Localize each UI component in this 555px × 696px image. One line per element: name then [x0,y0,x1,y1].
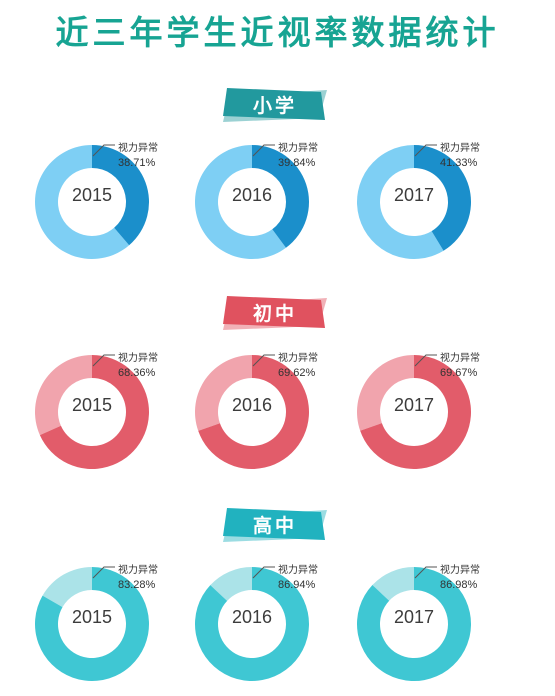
donut-slice-abnormal [252,145,309,248]
page-title: 近三年学生近视率数据统计 [55,13,500,52]
donut-slice-abnormal [195,567,309,681]
donut-slice-remainder [357,145,444,259]
donut-chart: 2016 [195,145,309,259]
donut-slice-abnormal [92,145,149,246]
section-title: 高中 [252,515,297,537]
donut-slice-remainder [210,567,252,601]
donut-slice-abnormal [35,567,149,681]
value-label-caption: 视力异常 [440,143,480,154]
leader-line [252,144,275,157]
section-banner: 小学 [223,88,327,124]
donut-slice-abnormal [198,355,309,469]
donut-chart: 2017 [357,355,471,469]
value-label: 视力异常 39.84% [278,142,318,170]
value-label-percent: 41.33% [440,157,478,169]
leader-line [414,354,437,367]
value-label-percent: 39.84% [278,157,316,169]
donut-slice-abnormal [360,355,471,469]
donut-year-label: 2017 [393,185,435,205]
value-label-percent: 68.36% [118,367,156,379]
donut-chart: 2016 [195,567,309,681]
value-label-caption: 视力异常 [440,565,480,576]
donut-slice-remainder [35,355,92,436]
value-label: 视力异常 41.33% [440,142,480,170]
donut-year-label: 2017 [393,607,435,627]
value-label-caption: 视力异常 [278,353,318,364]
value-label: 视力异常 83.28% [118,564,158,592]
donut-year-label: 2015 [71,607,113,627]
value-label-percent: 83.28% [118,579,156,591]
donut-slice-remainder [42,567,92,608]
donut-chart: 2017 [357,145,471,259]
value-label-percent: 69.62% [278,367,316,379]
donut-chart: 2017 [357,567,471,681]
leader-line [92,354,115,367]
donut-slice-remainder [35,145,130,259]
donut-slice-remainder [372,567,414,601]
banner-shape [223,296,325,328]
section-banner: 高中 [223,508,327,544]
donut-chart: 2015 [35,567,149,681]
value-label-caption: 视力异常 [278,565,318,576]
donut-chart: 2015 [35,355,149,469]
donut-year-label: 2016 [231,607,273,627]
leader-line [414,144,437,157]
leader-line [414,566,437,579]
value-label-caption: 视力异常 [118,143,158,154]
value-label-percent: 86.94% [278,579,316,591]
donut-year-label: 2015 [71,395,113,415]
donut-slice-remainder [357,355,414,431]
value-label: 视力异常 86.98% [440,564,480,592]
leader-line [92,566,115,579]
donut-year-label: 2016 [231,395,273,415]
value-label-percent: 86.98% [440,579,478,591]
value-label: 视力异常 86.94% [278,564,318,592]
donut-slice-remainder [195,145,286,259]
donut-year-label: 2016 [231,185,273,205]
leader-line [252,566,275,579]
donut-year-label: 2017 [393,395,435,415]
banner-shape [223,508,325,540]
donut-chart: 2015 [35,145,149,259]
leader-line [252,354,275,367]
donut-slice-remainder [195,355,252,431]
section-title: 初中 [252,303,297,325]
donut-slice-abnormal [414,145,471,251]
value-label-caption: 视力异常 [440,353,480,364]
section-title: 小学 [252,95,297,117]
donut-slice-abnormal [39,355,149,469]
value-label-caption: 视力异常 [118,565,158,576]
value-label: 视力异常 68.36% [118,352,158,380]
section-banner: 初中 [223,296,327,332]
donut-year-label: 2015 [71,185,113,205]
value-label-percent: 38.71% [118,157,156,169]
donut-chart: 2016 [195,355,309,469]
value-label: 视力异常 38.71% [118,142,158,170]
leader-line [92,144,115,157]
value-label: 视力异常 69.67% [440,352,480,380]
banner-shape [223,88,325,120]
value-label-percent: 69.67% [440,367,478,379]
value-label-caption: 视力异常 [278,143,318,154]
donut-slice-abnormal [357,567,471,681]
value-label-caption: 视力异常 [118,353,158,364]
value-label: 视力异常 69.62% [278,352,318,380]
